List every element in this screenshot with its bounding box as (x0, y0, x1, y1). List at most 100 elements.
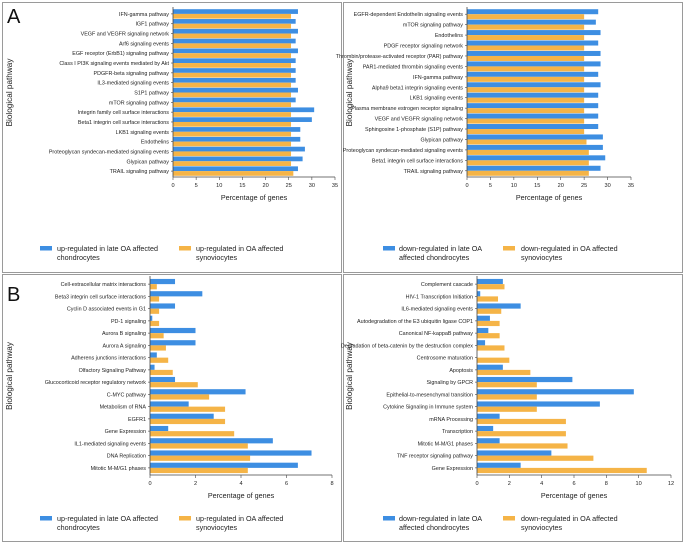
p1-category-label-7: IL3-mediated signaling events (97, 81, 169, 87)
p3-x-tick-label-4: 8 (330, 481, 333, 487)
p1-category-label-3: Arf6 signaling events (119, 41, 169, 47)
p2-bar-orange-14 (467, 160, 589, 166)
p1-legend-label-0-line1: up-regulated in late OA affected (57, 244, 158, 253)
p3-bar-blue-1 (150, 291, 203, 297)
p4-bar-blue-7 (477, 364, 503, 370)
p2-bar-orange-9 (467, 108, 585, 114)
p1-bar-orange-1 (173, 23, 292, 29)
p1-category-label-15: Glypican pathway (126, 159, 169, 165)
p3-bar-orange-13 (150, 443, 248, 449)
p2-bar-orange-7 (467, 87, 585, 93)
p1-x-tick-label-2: 10 (216, 183, 222, 189)
p1-bar-blue-1 (173, 19, 296, 24)
p4-category-label-1: HIV-1 Transcription Initiation (406, 294, 473, 300)
p4-bar-orange-13 (477, 443, 568, 449)
p4-category-label-8: Signaling by GPCR (427, 380, 474, 386)
p1-legend-label-1-line1: up-regulated in OA affected (196, 244, 283, 253)
p4-bar-orange-9 (477, 394, 537, 400)
p3-bar-orange-9 (150, 394, 210, 400)
p1-category-label-10: Integrin family cell surface interaction… (78, 110, 170, 116)
p1-x-tick-label-0: 0 (171, 183, 174, 189)
p2-legend-label-1-line2: synoviocytes (521, 253, 563, 262)
p3-bar-blue-7 (150, 364, 155, 370)
p3-x-tick-label-3: 6 (285, 481, 288, 487)
p2-x-axis-title: Percentage of genes (516, 193, 583, 202)
p2-category-label-1: mTOR signaling pathway (403, 23, 463, 29)
p3-category-label-11: EGFR1 (128, 417, 146, 423)
p1-bar-orange-14 (173, 151, 292, 157)
p3-category-label-13: IL1-mediated signaling events (74, 441, 146, 447)
p4-bar-blue-11 (477, 413, 500, 419)
p4-bar-orange-7 (477, 369, 531, 376)
p3-bar-blue-11 (150, 413, 214, 419)
p1-bar-blue-13 (173, 136, 301, 142)
p3-category-label-12: Gene Expression (105, 429, 146, 435)
p1-category-label-8: S1P1 pathway (134, 91, 169, 97)
panel-label-a: A (7, 6, 21, 28)
p1-category-label-1: IGF1 pathway (135, 22, 169, 28)
p2-bar-blue-5 (467, 61, 601, 67)
p1-category-label-2: VEGF and VEGFR signaling network (81, 32, 170, 38)
p1-bar-blue-2 (173, 28, 298, 34)
p1-x-tick-label-3: 15 (239, 183, 245, 189)
p3-bar-blue-12 (150, 425, 169, 432)
p4-bar-orange-3 (477, 320, 500, 327)
p1-bar-orange-6 (173, 72, 292, 78)
panel-label-b: B (7, 284, 21, 306)
p2-x-tick-label-4: 20 (558, 183, 564, 189)
p1-category-label-6: PDGFR-beta signaling pathway (93, 71, 169, 77)
p1-bar-orange-13 (173, 141, 292, 147)
p4-bar-orange-10 (477, 406, 537, 412)
p1-category-label-14: Proteoglycan syndecan-mediated signaling… (49, 149, 169, 155)
p3-bar-blue-15 (150, 462, 298, 468)
p3-bar-blue-13 (150, 438, 273, 444)
p4-bar-blue-0 (477, 278, 503, 285)
p3-bar-blue-2 (150, 303, 176, 309)
p4-category-label-7: Apoptosis (449, 368, 473, 374)
p3-category-label-1: Beta3 integrin cell surface interactions (55, 294, 146, 300)
p4-y-axis-title: Biological pathway (345, 341, 354, 410)
p2-bar-orange-13 (467, 149, 589, 155)
p1-category-label-13: Endothelins (141, 140, 169, 146)
p1-category-label-5: Class I PI3K signaling events mediated b… (59, 61, 169, 67)
panel-frame-top-left (2, 2, 342, 273)
p2-bar-blue-8 (467, 92, 599, 98)
p1-bar-orange-10 (173, 112, 292, 117)
p4-category-label-4: Canonical NF-kappaB pathway (399, 331, 474, 337)
p3-category-label-8: Glucocorticoid receptor regulatory netwo… (45, 380, 147, 386)
p2-bar-blue-4 (467, 50, 601, 56)
p2-category-label-14: Beta1 integrin cell surface interactions (372, 158, 463, 164)
p1-bar-orange-9 (173, 102, 292, 108)
p4-bar-orange-2 (477, 308, 502, 314)
p2-category-label-15: TRAIL signaling pathway (404, 169, 464, 175)
p1-bar-blue-11 (173, 117, 312, 122)
p4-legend-label-1-line1: down-regulated in OA affected (521, 514, 618, 523)
p1-category-label-16: TRAIL signaling pathway (110, 169, 170, 175)
p4-bar-blue-10 (477, 401, 600, 407)
p2-category-label-2: Endothelins (435, 33, 463, 39)
p1-category-label-4: EGF receptor (ErbB1) signaling pathway (72, 51, 169, 57)
p3-bar-orange-5 (150, 345, 166, 351)
p3-bar-blue-8 (150, 376, 176, 383)
p4-x-tick-label-6: 12 (668, 481, 674, 487)
p3-y-axis-title: Biological pathway (5, 341, 14, 410)
p2-bar-blue-0 (467, 9, 599, 15)
p2-bar-blue-15 (467, 165, 601, 171)
p1-bar-blue-9 (173, 97, 296, 103)
p1-bar-orange-5 (173, 63, 292, 68)
p1-bar-blue-15 (173, 156, 303, 162)
p4-legend-swatch-1 (503, 516, 515, 521)
p2-bar-orange-4 (467, 55, 585, 61)
p4-bar-blue-2 (477, 303, 521, 309)
p4-x-tick-label-2: 4 (540, 481, 543, 487)
p3-x-tick-label-1: 2 (194, 481, 197, 487)
p1-bar-orange-15 (173, 161, 292, 166)
p2-bar-blue-14 (467, 155, 606, 161)
p3-bar-orange-6 (150, 357, 169, 363)
p1-bar-blue-16 (173, 166, 298, 172)
p1-bar-blue-14 (173, 146, 305, 152)
p2-category-label-13: Proteoglycan syndecan-mediated signaling… (343, 148, 463, 154)
p2-category-label-6: IFN-gamma pathway (413, 75, 463, 81)
p4-bar-blue-4 (477, 327, 489, 334)
p1-category-label-9: mTOR signaling pathway (109, 100, 169, 106)
